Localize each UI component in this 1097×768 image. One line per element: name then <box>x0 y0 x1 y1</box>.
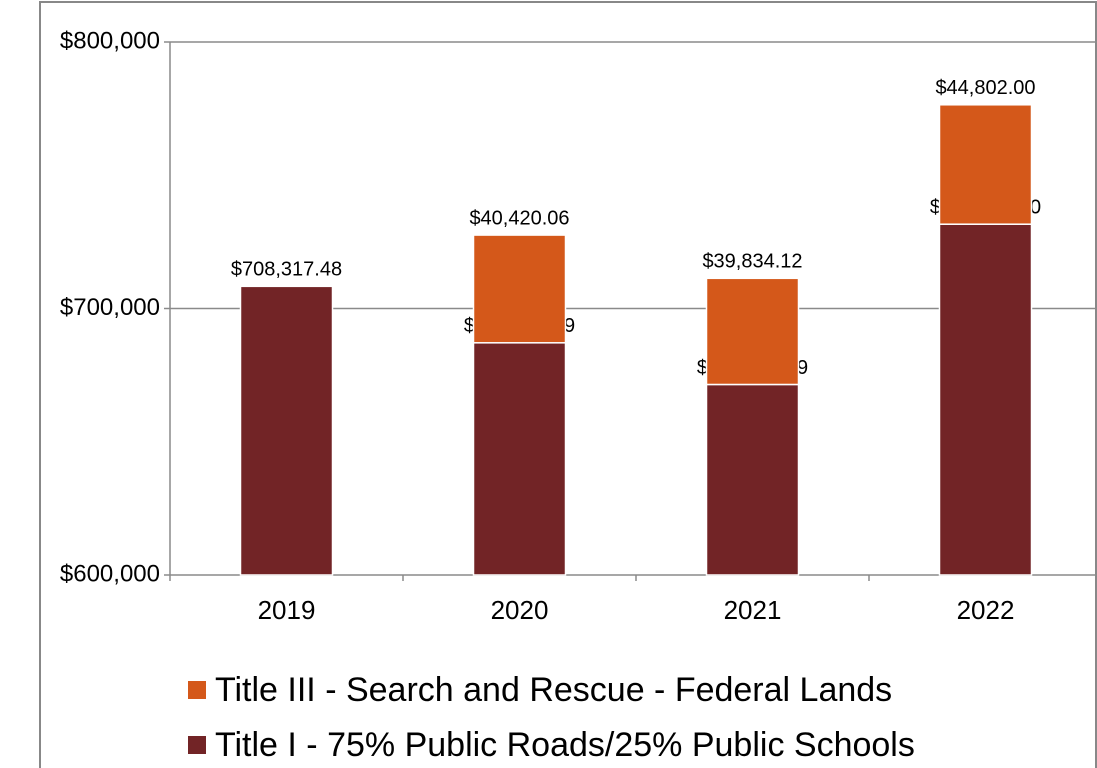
legend-label: Title III - Search and Rescue - Federal … <box>215 671 892 709</box>
bar-segment <box>705 383 800 576</box>
bar-segment <box>239 285 334 576</box>
y-tick-label: $800,000 <box>60 27 160 54</box>
x-tick-label: 2022 <box>957 595 1015 625</box>
bar-segment <box>472 342 567 576</box>
x-tick-label: 2021 <box>724 595 782 625</box>
x-tick-label: 2020 <box>491 595 549 625</box>
legend-label: Title I - 75% Public Roads/25% Public Sc… <box>215 726 915 764</box>
x-tick-label: 2019 <box>258 595 316 625</box>
data-label: $708,317.48 <box>231 259 342 281</box>
data-label: $39,834.12 <box>702 251 802 273</box>
y-tick-label: $600,000 <box>60 560 160 587</box>
bar-segment <box>705 277 800 386</box>
legend-swatch <box>188 736 206 754</box>
data-label: $40,420.06 <box>469 207 569 229</box>
chart-frame <box>39 1 1097 768</box>
bar-segment <box>938 223 1033 576</box>
bar-segment <box>472 234 567 344</box>
legend-swatch <box>188 681 206 699</box>
bar-segment <box>938 104 1033 225</box>
data-label: $44,802.00 <box>935 77 1035 99</box>
y-tick-label: $700,000 <box>60 294 160 321</box>
